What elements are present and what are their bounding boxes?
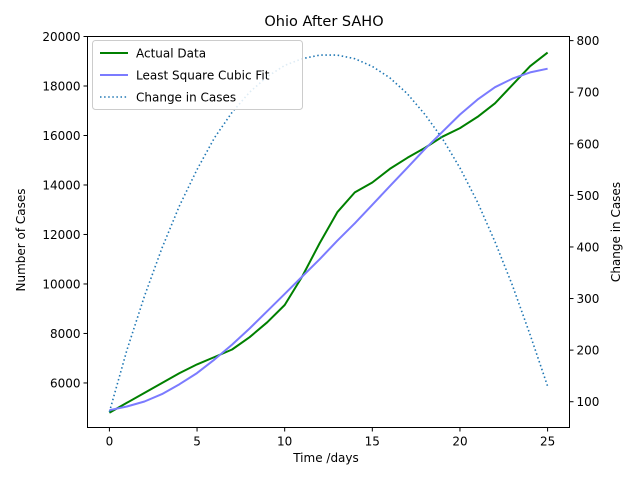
y-tick-label: 18000 [42,79,80,93]
y-tick-label: 20000 [42,30,80,44]
y-tick-label: 14000 [42,178,80,192]
y2-axis-label: Change in Cases [609,182,623,282]
plot-area [108,51,549,414]
x-tick-label: 15 [365,435,380,449]
x-axis: 0 5 10 15 20 25 [106,427,555,449]
y2-tick-label: 600 [577,137,600,151]
y-tick-label: 8000 [50,327,81,341]
legend-label-actual-data: Actual Data [136,47,206,61]
legend: Actual Data Least Square Cubic Fit Chang… [92,40,303,110]
y2-tick-label: 400 [577,240,600,254]
chart-title: Ohio After SAHO [264,14,383,30]
x-axis-label: Time /days [292,451,359,465]
y2-tick-label: 800 [577,34,600,48]
y-tick-label: 12000 [42,228,80,242]
x-tick-label: 5 [193,435,201,449]
y2-tick-label: 200 [577,344,600,358]
y-axis: 6000 8000 10000 12000 14000 16000 18000 20000 [42,30,88,390]
y2-axis: 100 200 300 400 500 600 700 800 [569,34,600,409]
legend-label-cubic-fit: Least Square Cubic Fit [136,69,270,83]
x-tick-label: 25 [540,435,555,449]
x-tick-label: 0 [106,435,114,449]
series-line-1 [109,67,548,412]
y2-tick-label: 100 [577,395,600,409]
y-tick-label: 6000 [50,376,81,390]
y2-tick-label: 300 [577,292,600,306]
y-tick-label: 16000 [42,129,80,143]
legend-box [92,40,303,110]
y2-tick-label: 700 [577,86,600,100]
series-line-0 [108,51,549,414]
y-tick-label: 10000 [42,277,80,291]
y2-tick-label: 500 [577,189,600,203]
x-tick-label: 10 [277,435,292,449]
plot-frame [87,36,570,428]
x-tick-label: 20 [452,435,467,449]
legend-label-change-in-cases: Change in Cases [136,91,236,105]
y-axis-label: Number of Cases [14,188,28,291]
